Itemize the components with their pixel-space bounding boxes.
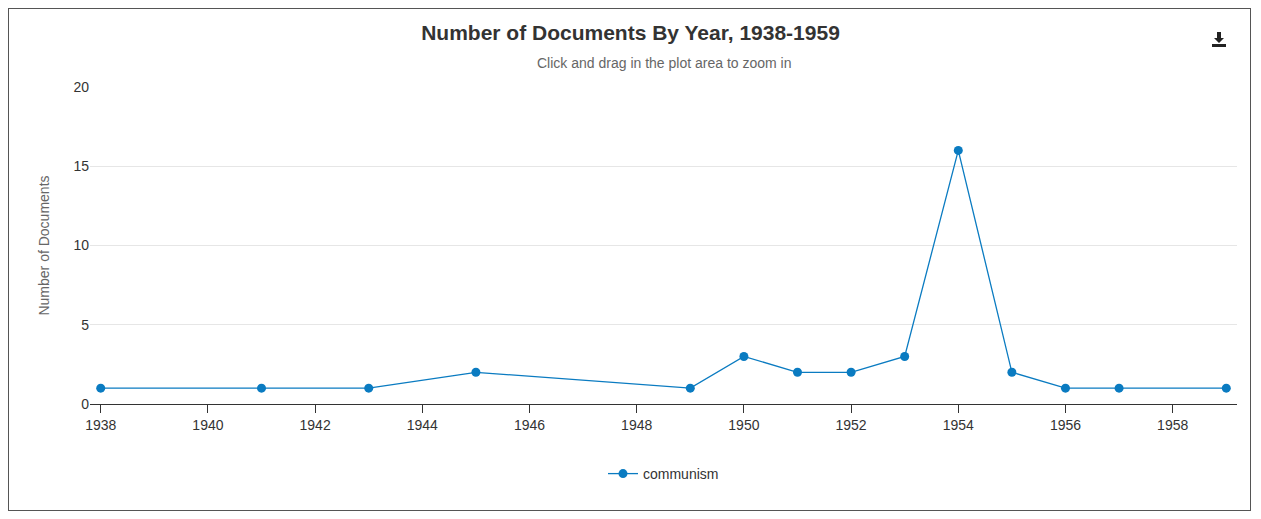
svg-text:Number of Documents: Number of Documents <box>36 175 52 315</box>
svg-text:1952: 1952 <box>836 417 867 433</box>
svg-text:1956: 1956 <box>1050 417 1081 433</box>
svg-text:1958: 1958 <box>1157 417 1188 433</box>
svg-text:1950: 1950 <box>728 417 759 433</box>
svg-text:10: 10 <box>73 237 89 253</box>
svg-text:20: 20 <box>73 79 89 95</box>
svg-text:communism: communism <box>643 466 718 482</box>
svg-text:Number of Documents By Year, 1: Number of Documents By Year, 1938-1959 <box>421 21 840 44</box>
svg-text:1948: 1948 <box>621 417 652 433</box>
svg-text:Click and drag in the plot are: Click and drag in the plot area to zoom … <box>537 55 791 71</box>
svg-text:1946: 1946 <box>514 417 545 433</box>
svg-text:1940: 1940 <box>192 417 223 433</box>
svg-text:1944: 1944 <box>407 417 438 433</box>
svg-text:1954: 1954 <box>943 417 974 433</box>
svg-text:5: 5 <box>81 317 89 333</box>
svg-text:1942: 1942 <box>300 417 331 433</box>
svg-text:1938: 1938 <box>85 417 116 433</box>
svg-text:0: 0 <box>81 396 89 412</box>
svg-text:15: 15 <box>73 158 89 174</box>
